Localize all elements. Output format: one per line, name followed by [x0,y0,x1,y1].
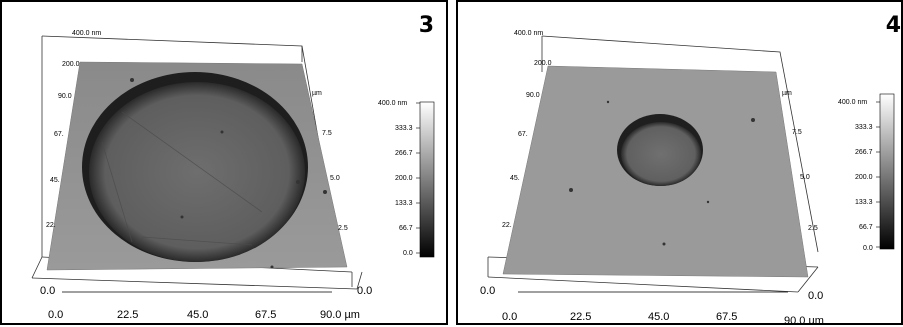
surface-particles [569,100,755,246]
scale-label: 133.3 [855,199,873,206]
right-axis-label: µm [782,90,792,97]
right-axis-label: 5.0 [330,175,340,182]
y-label: 22. [502,222,512,229]
right-axis-label: µm [312,90,322,97]
panel-number: 3 [419,13,434,38]
y-label: 200.0 [534,60,552,67]
afm-panel-4: 4 400.0 nm 200.0 90.0 67. 45. 22. µm 7.5… [456,0,903,325]
afm-panel-3: 3 400.0 nm 200.0 90.0 67. 45. 22. µm 7.5… [0,0,448,325]
panel-number: 4 [886,13,901,38]
y-label: 67. [54,131,64,138]
scale-label: 200.0 [395,175,413,182]
scale-label: 66.7 [399,225,413,232]
scale-label: 400.0 nm [838,99,867,106]
scale-label: 333.3 [395,125,413,132]
scale-label: 266.7 [395,150,413,157]
x-tick-label: 45.0 [187,309,208,321]
height-color-scale [879,93,895,250]
x-tick-label: 67.5 [255,309,276,321]
y-label: 45. [50,177,60,184]
scale-label: 266.7 [855,149,873,156]
scale-label: 66.7 [859,224,873,231]
corner-label: 0.0 [480,285,495,297]
corner-label: 0.0 [808,290,823,302]
scale-label: 0.0 [403,250,413,257]
height-color-scale [419,101,435,258]
scale-label: 200.0 [855,174,873,181]
z-top-label: 400.0 nm [72,30,101,37]
surface-scratches [101,111,263,246]
corner-label: 0.0 [40,285,55,297]
x-tick-label: 22.5 [117,309,138,321]
y-label: 45. [510,175,520,182]
y-label: 90.0 [58,93,72,100]
x-tick-label: 45.0 [648,311,669,323]
x-tick-label: 22.5 [570,311,591,323]
x-tick-label: 67.5 [716,311,737,323]
corner-label: 0.0 [357,285,372,297]
y-label: 22. [46,222,56,229]
scale-ticks [416,102,420,254]
y-label: 200.0 [62,61,80,68]
y-label: 67. [518,131,528,138]
z-top-label: 400.0 nm [514,30,543,37]
right-axis-label: 5.0 [800,174,810,181]
y-label: 90.0 [526,92,540,99]
x-tick-label: 0.0 [502,311,517,323]
afm-plot-4: 4 400.0 nm 200.0 90.0 67. 45. 22. µm 7.5… [480,13,901,325]
scale-label: 133.3 [395,200,413,207]
right-axis-label: 7.5 [322,130,332,137]
surface-particles [130,78,327,269]
x-tick-label: 0.0 [48,309,63,321]
x-tick-label: 90.0 µm [320,309,360,321]
right-axis-label: 2.5 [338,225,348,232]
scale-label: 0.0 [863,245,873,252]
scale-label: 333.3 [855,124,873,131]
right-axis-label: 2.5 [808,225,818,232]
scale-ticks [876,101,880,248]
scale-label: 400.0 nm [378,100,407,107]
x-tick-label: 90.0 µm [784,315,824,325]
right-axis-label: 7.5 [792,129,802,136]
afm-plot-3: 3 400.0 nm 200.0 90.0 67. 45. 22. µm 7.5… [31,13,435,321]
